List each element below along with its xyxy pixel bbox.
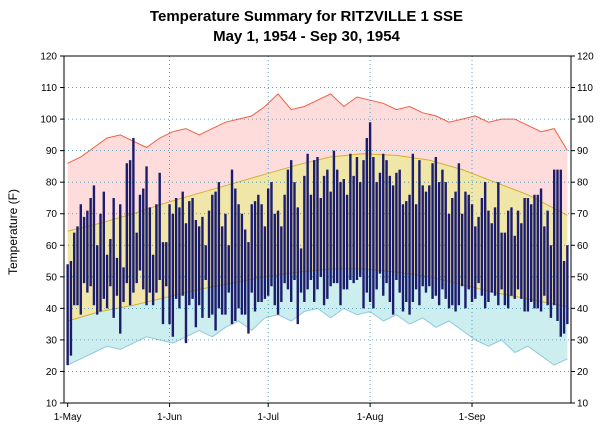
record-high-line (67, 93, 568, 164)
chart-title: Temperature Summary for RITZVILLE 1 SSE (149, 8, 464, 25)
y-tick-label-right: 40 (577, 304, 589, 315)
x-tick-label: 1-Sep (459, 412, 486, 423)
y-tick-label-right: 30 (577, 335, 589, 346)
y-tick-label-left: 50 (46, 272, 58, 283)
y-tick-label-left: 10 (46, 399, 58, 410)
plot-frame (63, 55, 572, 404)
x-tick-label: 1-May (54, 412, 82, 423)
y-tick-label-right: 50 (577, 272, 589, 283)
y-tick-label-right: 110 (577, 83, 593, 94)
y-tick-label-left: 20 (46, 367, 58, 378)
y-tick-label-right: 70 (577, 209, 589, 220)
y-tick-label-left: 40 (46, 304, 58, 315)
y-tick-label-left: 120 (40, 52, 57, 63)
y-tick-label-left: 90 (46, 146, 58, 157)
y-tick-label-left: 30 (46, 335, 58, 346)
record-low-line (67, 307, 568, 366)
y-tick-label-left: 60 (46, 241, 58, 252)
y-tick-label-right: 60 (577, 241, 589, 252)
y-tick-label-right: 20 (577, 367, 589, 378)
x-tick-label: 1-Jul (257, 412, 279, 423)
y-tick-label-left: 70 (46, 209, 58, 220)
y-tick-label-left: 100 (40, 115, 57, 126)
y-tick-label-left: 110 (41, 83, 57, 94)
record-high-band (67, 93, 568, 232)
chart-subtitle: May 1, 1954 - Sep 30, 1954 (213, 28, 400, 45)
y-tick-label-right: 10 (577, 399, 589, 410)
y-axis-label: Temperature (F) (6, 189, 20, 275)
x-tick-label: 1-Jun (157, 412, 182, 423)
y-tick-label-right: 120 (577, 52, 594, 63)
y-tick-label-left: 80 (46, 178, 58, 189)
y-tick-label-right: 80 (577, 178, 589, 189)
y-tick-label-right: 90 (577, 146, 589, 157)
x-tick-label: 1-Aug (357, 412, 384, 423)
y-tick-label-right: 100 (577, 115, 594, 126)
